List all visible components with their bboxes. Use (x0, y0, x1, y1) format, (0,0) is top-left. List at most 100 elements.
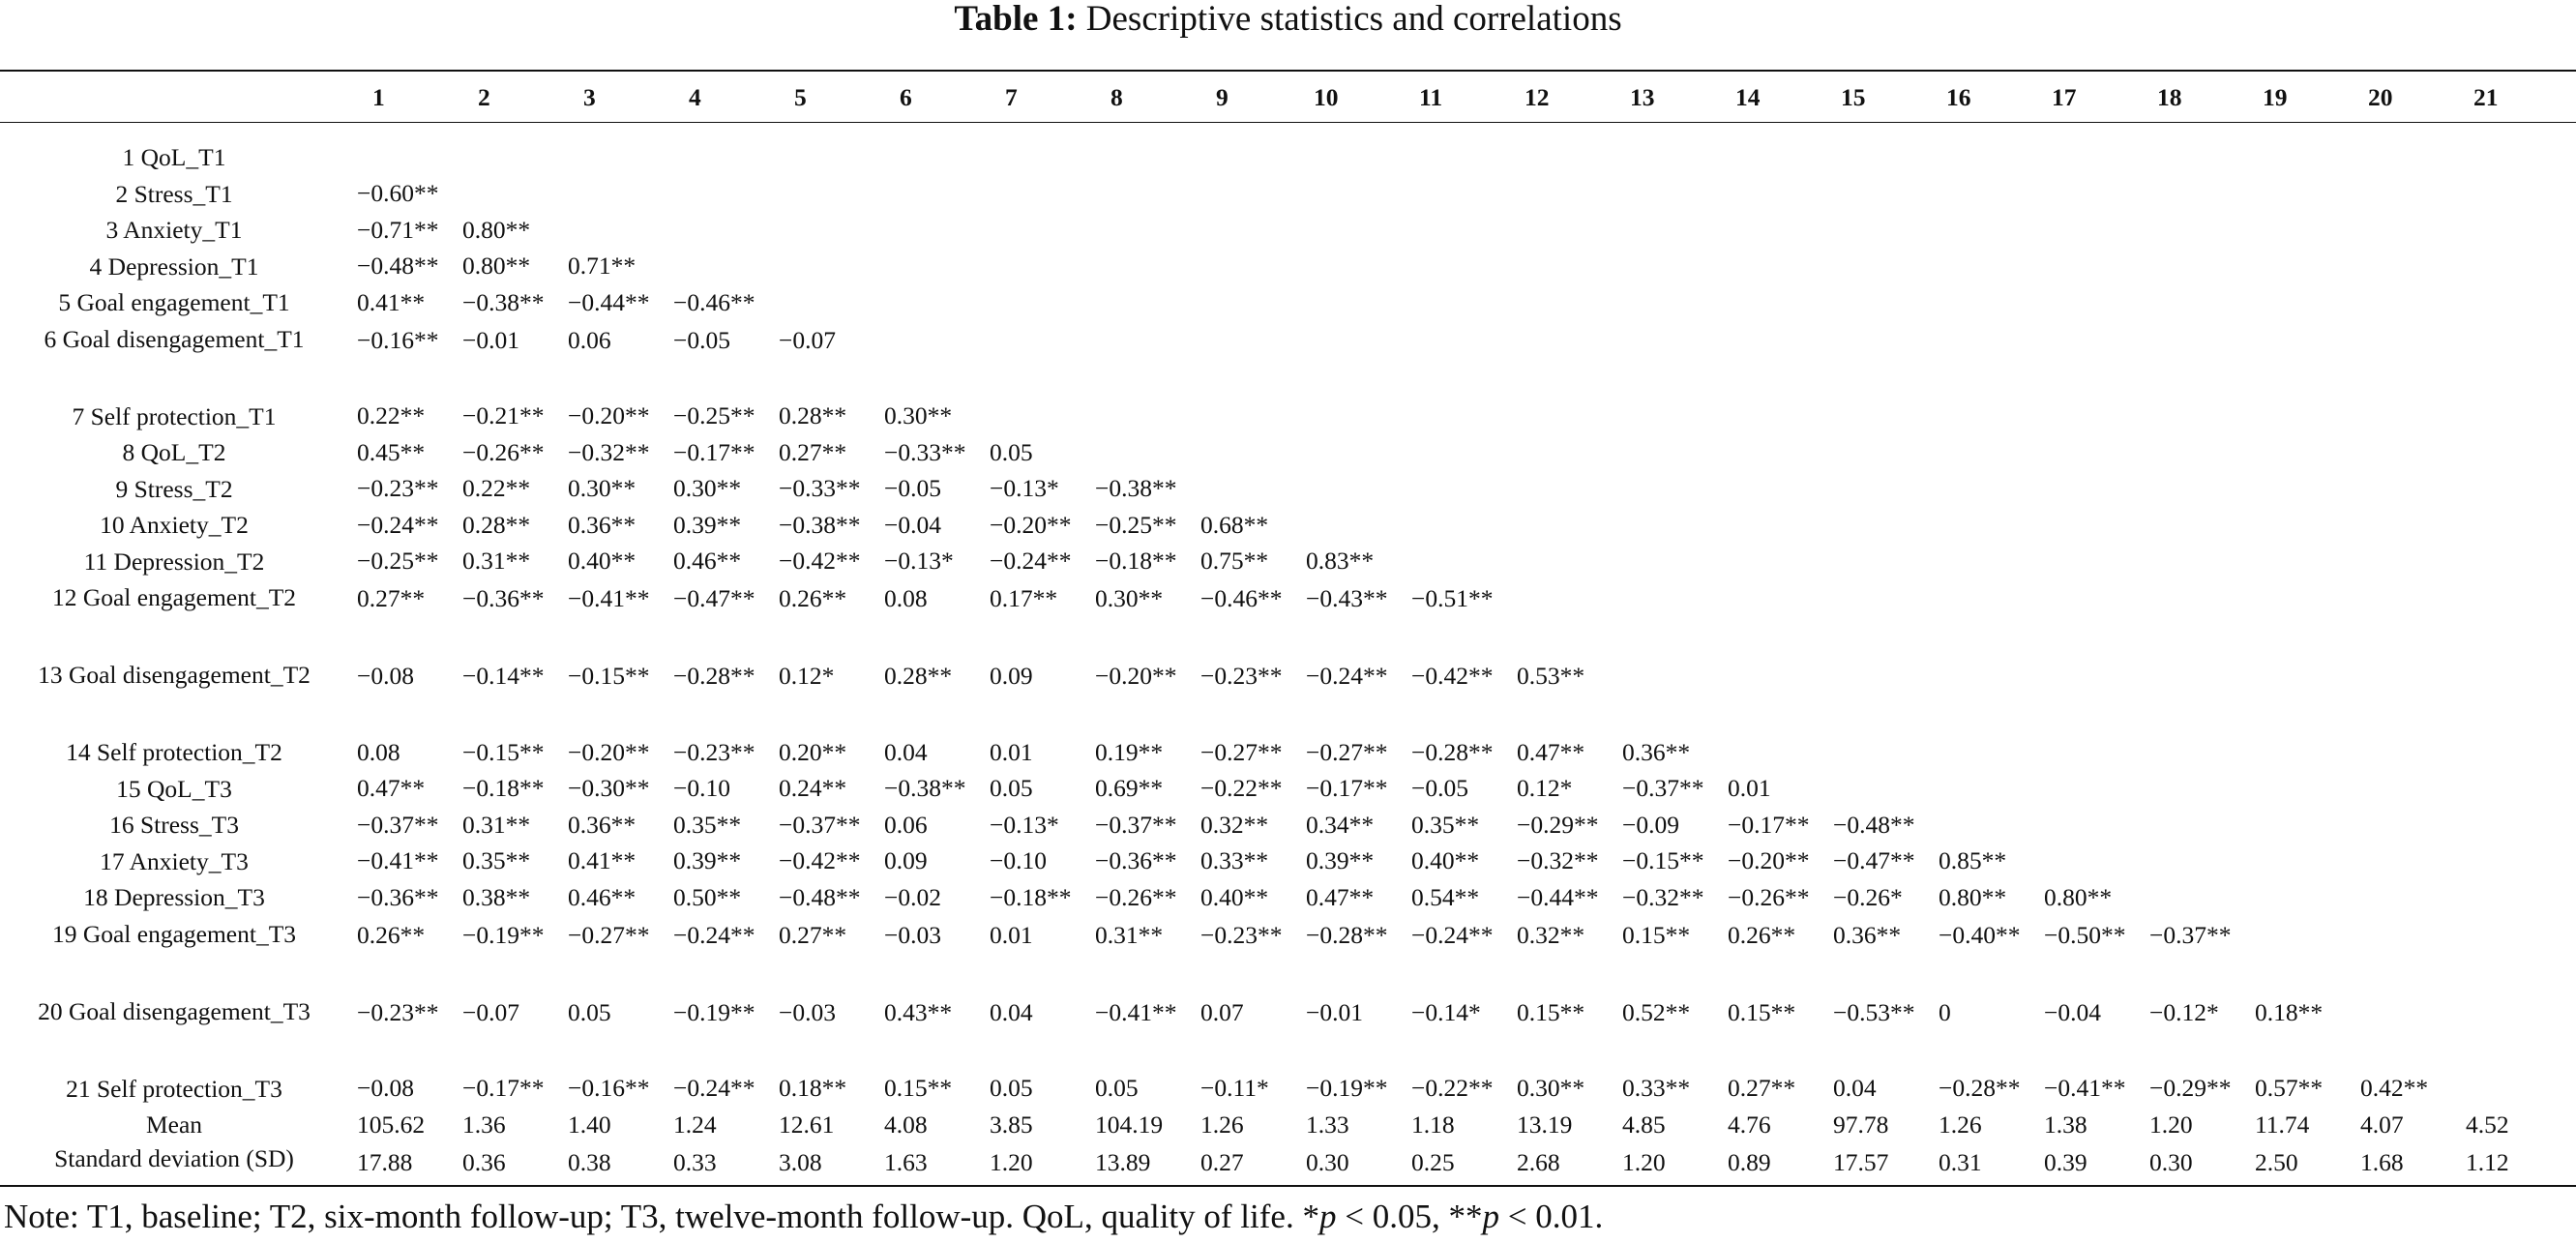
empty-cell (981, 321, 1086, 399)
empty-cell (2457, 879, 2576, 916)
table-cell: 0.12* (779, 662, 835, 690)
table-cell: 0.27** (1728, 1074, 1796, 1103)
empty-cell (2352, 176, 2457, 213)
note-prefix: Note: T1, baseline; T2, six-month follow… (4, 1198, 1319, 1235)
table-cell: 0.31** (462, 547, 531, 576)
empty-cell (2352, 734, 2457, 771)
empty-cell (1297, 399, 1403, 435)
table-cell: −0.44** (568, 287, 650, 316)
empty-cell (1614, 471, 1719, 508)
table-cell: 104.19 (1095, 1110, 1164, 1139)
empty-cell (2457, 212, 2576, 249)
table-cell: 0.31** (462, 810, 531, 839)
row-label: 4 Depression_T1 (89, 252, 259, 281)
table-cell: 1.20 (1622, 1147, 1666, 1176)
table-cell: −0.16** (357, 325, 439, 354)
table-cell: −0.26* (1833, 882, 1903, 911)
empty-cell (2457, 399, 2576, 435)
table-cell: −0.15** (568, 662, 650, 690)
empty-cell (2035, 139, 2141, 176)
empty-cell (2246, 879, 2352, 916)
table-cell: −0.01 (1306, 997, 1364, 1026)
empty-cell (1824, 284, 1930, 321)
table-cell: 0.27** (357, 584, 426, 612)
row-label: Mean (145, 1110, 203, 1139)
empty-cell (2352, 544, 2457, 580)
empty-cell (1824, 399, 1930, 435)
table-cell: 1.26 (1939, 1110, 1982, 1139)
table-cell: −0.20** (1728, 846, 1810, 875)
empty-cell (2246, 544, 2352, 580)
column-header-14: 14 (1735, 83, 1761, 111)
empty-cell (348, 139, 454, 176)
table-cell: 0.15** (1622, 920, 1691, 949)
empty-cell (1297, 507, 1403, 544)
table-cell: −0.32** (568, 437, 650, 466)
empty-cell (1719, 284, 1824, 321)
empty-cell (1719, 434, 1824, 471)
empty-cell (770, 249, 875, 285)
empty-cell (1508, 471, 1614, 508)
empty-cell (1930, 399, 2035, 435)
empty-cell (2035, 771, 2141, 808)
table-cell: 0.39** (673, 846, 742, 875)
row-label: 13 Goal disengagement_T2 (38, 661, 311, 689)
empty-cell (1824, 507, 1930, 544)
table-cell: 0.15** (884, 1074, 953, 1103)
table-cell: −0.41** (357, 846, 439, 875)
empty-cell (981, 139, 1086, 176)
table-cell: 0.26** (1728, 920, 1796, 949)
row-label: 11 Depression_T2 (83, 547, 265, 576)
table-cell: 1.38 (2044, 1110, 2087, 1139)
empty-cell (2246, 507, 2352, 544)
table-cell: 0.07 (1200, 997, 1244, 1026)
table-cell: −0.27** (568, 920, 650, 949)
table-cell: 0.57** (2255, 1074, 2324, 1103)
column-header-21: 21 (2473, 83, 2499, 111)
empty-cell (2352, 507, 2457, 544)
empty-cell (1824, 212, 1930, 249)
table-cell: 0.47** (357, 774, 426, 803)
table-cell: −0.42** (1411, 662, 1494, 690)
table-cell: −0.41** (2044, 1074, 2126, 1103)
empty-cell (875, 176, 981, 213)
empty-cell (1614, 399, 1719, 435)
table-row: 5 Goal engagement_T1 0.41** −0.38** −0.44**… (0, 284, 2576, 321)
table-cell: −0.23** (357, 997, 439, 1026)
table-cell: −0.17** (1728, 810, 1810, 839)
empty-cell (2141, 434, 2246, 471)
empty-cell (2457, 507, 2576, 544)
table-cell: 0.39** (1306, 846, 1375, 875)
empty-cell (1086, 321, 1192, 399)
bottom-rule (0, 1185, 2576, 1187)
empty-cell (2457, 807, 2576, 843)
table-row: 18 Depression_T3 −0.36** 0.38** 0.46** 0.50*… (0, 879, 2576, 916)
column-header-18: 18 (2157, 83, 2182, 111)
empty-cell (2035, 284, 2141, 321)
empty-cell (1719, 212, 1824, 249)
table-cell: −0.37** (2149, 920, 2232, 949)
table-cell: 0.40** (568, 547, 637, 576)
table-cell: 0.15** (1517, 997, 1585, 1026)
table-row: 20 Goal disengagement_T3 −0.23** −0.07 0.05… (0, 993, 2576, 1071)
empty-cell (1192, 471, 1297, 508)
empty-cell (1508, 507, 1614, 544)
table-cell: −0.42** (779, 547, 861, 576)
table-cell: 0.28** (884, 662, 953, 690)
empty-cell (1086, 176, 1192, 213)
row-label: 18 Depression_T3 (83, 883, 265, 911)
table-row: 16 Stress_T3 −0.37** 0.31** 0.36** 0.35** −0.… (0, 807, 2576, 843)
table-cell: 0.39 (2044, 1147, 2087, 1176)
empty-cell (1297, 471, 1403, 508)
table-cell: −0.26** (1095, 882, 1177, 911)
column-header-8: 8 (1110, 83, 1123, 111)
empty-cell (1297, 212, 1403, 249)
table-cell: −0.42** (779, 846, 861, 875)
empty-cell (1086, 284, 1192, 321)
empty-cell (1403, 434, 1508, 471)
empty-cell (2246, 807, 2352, 843)
empty-cell (2246, 471, 2352, 508)
empty-cell (1824, 139, 1930, 176)
table-cell: 0.42** (2360, 1074, 2429, 1103)
table-cell: 1.26 (1200, 1110, 1244, 1139)
